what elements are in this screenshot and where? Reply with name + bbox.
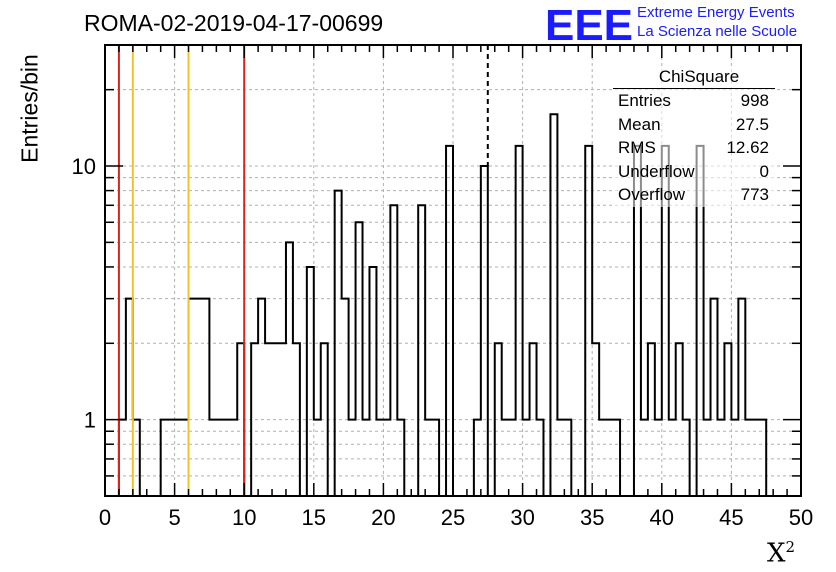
histogram-series bbox=[117, 113, 768, 496]
logo-line-1: Extreme Energy Events bbox=[637, 4, 795, 21]
chart-title: ROMA-02-2019-04-17-00699 bbox=[84, 10, 384, 36]
x-tick-label: 50 bbox=[789, 505, 813, 530]
x-tick-label: 15 bbox=[302, 505, 326, 530]
logo-line-2: La Scienza nelle Scuole bbox=[637, 23, 798, 40]
x-tick-label: 45 bbox=[719, 505, 743, 530]
logo-text: Extreme Energy Events La Scienza nelle S… bbox=[637, 3, 797, 41]
stats-row: Mean 27.5 bbox=[618, 114, 769, 134]
stats-row: Underflow 0 bbox=[618, 161, 769, 181]
logo-mark: EEE bbox=[545, 2, 633, 46]
stats-box: ChiSquare Entries 998 Mean 27.5 RMS 12.62 U… bbox=[613, 66, 775, 207]
y-tick-label: 10 bbox=[72, 154, 96, 179]
x-tick-label: 25 bbox=[441, 505, 465, 530]
stats-row: Entries 998 bbox=[618, 91, 769, 110]
x-axis-label: X2 bbox=[767, 538, 796, 569]
y-axis-label: Entries/bin bbox=[16, 54, 43, 163]
x-tick-label: 40 bbox=[650, 505, 674, 530]
x-tick-label: 20 bbox=[371, 505, 395, 530]
x-tick-label: 0 bbox=[99, 505, 111, 530]
stats-row: Overflow 773 bbox=[618, 185, 769, 204]
x-tick-label: 10 bbox=[232, 505, 256, 530]
stats-row: RMS 12.62 bbox=[618, 138, 769, 157]
y-tick-label: 1 bbox=[84, 408, 96, 433]
stats-title: ChiSquare bbox=[613, 66, 775, 89]
x-tick-label: 35 bbox=[580, 505, 604, 530]
x-tick-label: 30 bbox=[510, 505, 534, 530]
eee-logo-icon: EEE bbox=[545, 2, 633, 46]
x-tick-label: 5 bbox=[168, 505, 180, 530]
